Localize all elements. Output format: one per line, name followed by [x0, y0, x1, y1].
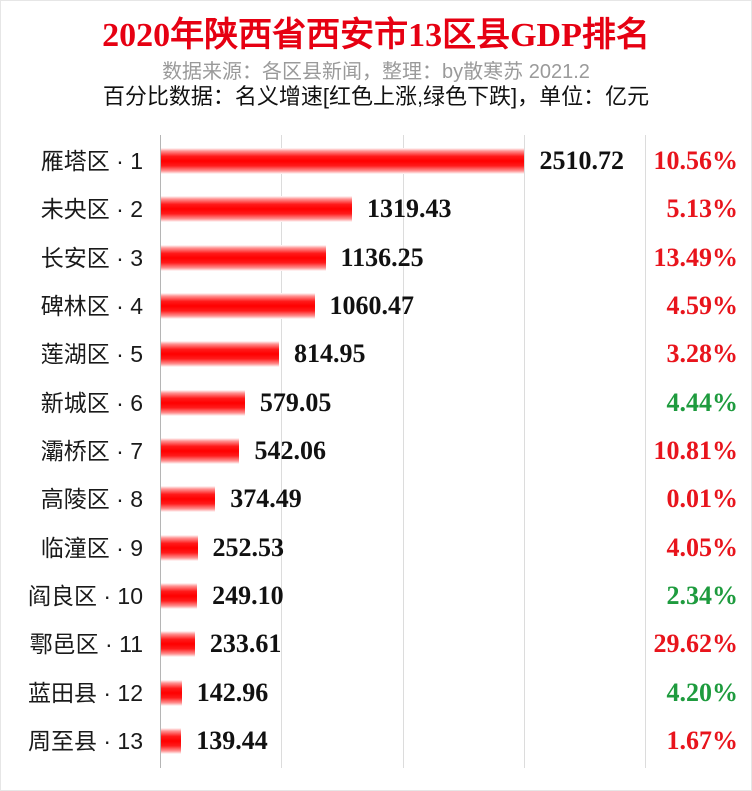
- bar: [161, 437, 240, 464]
- growth-label: 4.05%: [666, 532, 739, 562]
- bar: [161, 389, 245, 416]
- bar: [161, 486, 216, 513]
- value-label: 233.61: [209, 629, 282, 659]
- gridline: [402, 135, 404, 768]
- category-label: 长安区 · 3: [40, 244, 143, 271]
- value-label: 249.10: [212, 580, 284, 610]
- category-label: 新城区 · 6: [40, 389, 143, 416]
- unit-note: 百分比数据：名义增速[红色上涨,绿色下跌]，单位：亿元: [102, 84, 650, 109]
- category-label: 高陵区 · 8: [40, 486, 143, 513]
- bar: [161, 582, 198, 609]
- value-label: 1319.43: [367, 194, 452, 224]
- value-label: 252.53: [212, 532, 285, 562]
- growth-label: 3.28%: [666, 339, 739, 369]
- bar: [161, 196, 353, 223]
- category-label: 临潼区 · 9: [40, 534, 143, 561]
- value-label: 2510.72: [539, 146, 624, 175]
- value-label: 1060.47: [329, 290, 415, 320]
- category-label: 雁塔区 · 1: [40, 148, 143, 174]
- value-label: 579.05: [259, 387, 332, 417]
- category-label: 灞桥区 · 7: [40, 437, 143, 464]
- y-axis-line: [160, 135, 161, 768]
- growth-label: 10.56%: [653, 146, 739, 175]
- category-label: 周至县 · 13: [27, 727, 143, 754]
- source-note: 数据来源：各区县新闻，整理：by散寒苏 2021.2: [162, 61, 590, 83]
- category-label: 莲湖区 · 5: [40, 341, 143, 368]
- bar: [161, 148, 525, 174]
- category-label: 碑林区 · 4: [40, 292, 143, 319]
- bar: [161, 534, 198, 561]
- growth-label: 2.34%: [666, 580, 739, 610]
- value-label: 814.95: [293, 339, 366, 369]
- chart-title: 2020年陕西省西安市13区县GDP排名: [102, 17, 650, 54]
- growth-label: 4.59%: [666, 290, 739, 320]
- growth-label: 1.67%: [666, 725, 739, 755]
- bar: [161, 631, 195, 658]
- bar: [161, 679, 182, 706]
- value-label: 139.44: [196, 725, 268, 755]
- growth-label: 0.01%: [666, 484, 739, 514]
- growth-label: 10.81%: [653, 435, 739, 465]
- category-label: 鄠邑区 · 11: [29, 631, 143, 658]
- bar: [161, 292, 315, 319]
- bar: [161, 244, 326, 271]
- value-label: 142.96: [196, 677, 269, 707]
- gridline: [523, 135, 525, 768]
- value-label: 542.06: [254, 435, 326, 465]
- bar: [161, 341, 279, 368]
- gridline: [645, 135, 646, 768]
- growth-label: 13.49%: [653, 242, 739, 272]
- value-label: 1136.25: [340, 242, 424, 272]
- category-label: 阎良区 · 10: [27, 582, 143, 609]
- growth-label: 4.44%: [666, 387, 739, 417]
- growth-label: 5.13%: [666, 194, 739, 224]
- bar: [161, 727, 182, 754]
- category-label: 未央区 · 2: [40, 196, 143, 223]
- gridline: [281, 135, 283, 768]
- growth-label: 29.62%: [653, 629, 739, 659]
- growth-label: 4.20%: [666, 677, 739, 707]
- value-label: 374.49: [230, 484, 302, 514]
- category-label: 蓝田县 · 12: [27, 679, 143, 706]
